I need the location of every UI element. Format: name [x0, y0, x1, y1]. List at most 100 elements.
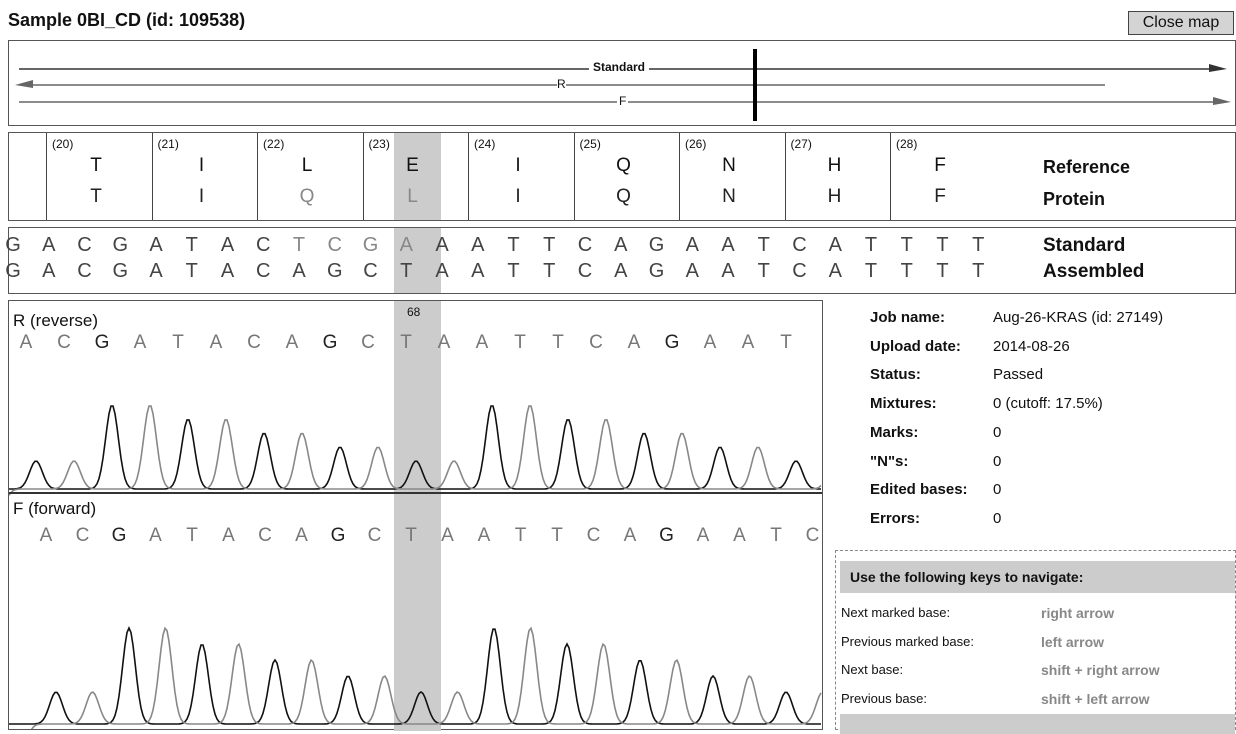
base: T: [859, 234, 883, 257]
codon-divider: [46, 133, 47, 220]
info-value: 0 (cutoff: 17.5%): [993, 395, 1103, 412]
base: T: [895, 234, 919, 257]
codon-divider: [257, 133, 258, 220]
protein-aa: T: [76, 186, 116, 208]
trace-base: T: [512, 332, 528, 354]
base: A: [216, 234, 240, 257]
trace-base: T: [398, 332, 414, 354]
base: T: [537, 234, 561, 257]
protein-aa: H: [815, 186, 855, 208]
base: A: [144, 234, 168, 257]
base: G: [108, 260, 132, 283]
base: A: [716, 260, 740, 283]
base: G: [1, 234, 25, 257]
trace-base: T: [170, 332, 186, 354]
reference-aa: E: [393, 155, 433, 177]
codon-number: (25): [580, 137, 601, 151]
key-label: Previous base:: [841, 691, 927, 706]
map-panel: Standard R F: [8, 40, 1236, 126]
base: A: [680, 260, 704, 283]
key-value: shift + right arrow: [1041, 662, 1160, 678]
trace-base: A: [732, 525, 748, 547]
position: 68: [407, 305, 420, 319]
divider: [9, 492, 822, 494]
base: T: [931, 260, 955, 283]
info-value: 0: [993, 510, 1001, 527]
base: G: [323, 260, 347, 283]
base: A: [287, 260, 311, 283]
base: C: [251, 234, 275, 257]
info-label: Status:: [870, 366, 921, 383]
info-label: Edited bases:: [870, 481, 968, 498]
codon-divider: [468, 133, 469, 220]
trace-base: C: [805, 525, 821, 547]
trace-label: R (reverse): [13, 311, 98, 331]
row-label: Reference: [1043, 157, 1130, 178]
row-label: Standard: [1043, 235, 1125, 257]
close-map-button[interactable]: Close map: [1128, 11, 1234, 35]
protein-aa: N: [709, 186, 749, 208]
trace-base: A: [474, 332, 490, 354]
base: C: [788, 234, 812, 257]
trace-base: T: [778, 332, 794, 354]
trace-base: C: [360, 332, 376, 354]
base: A: [37, 234, 61, 257]
codon-divider: [152, 133, 153, 220]
base: G: [645, 234, 669, 257]
trace-base: A: [221, 525, 237, 547]
key-label: Next base:: [841, 662, 903, 677]
key-value: shift + left arrow: [1041, 691, 1150, 707]
info-label: Errors:: [870, 510, 920, 527]
key-value: right arrow: [1041, 605, 1114, 621]
trace-base: T: [513, 525, 529, 547]
trace-base: G: [94, 332, 110, 354]
trace-base: A: [18, 332, 34, 354]
base: T: [537, 260, 561, 283]
trace-line: [9, 406, 821, 489]
trace-base: A: [148, 525, 164, 547]
protein-aa: Q: [604, 186, 644, 208]
base: T: [180, 260, 204, 283]
codon-divider: [785, 133, 786, 220]
base: C: [788, 260, 812, 283]
row-label: Assembled: [1043, 261, 1144, 283]
trace-base: G: [330, 525, 346, 547]
trace-base: G: [659, 525, 675, 547]
codon-divider: [574, 133, 575, 220]
base: A: [609, 234, 633, 257]
base: C: [573, 234, 597, 257]
trace-base: A: [294, 525, 310, 547]
base: C: [323, 234, 347, 257]
trace-base: C: [586, 525, 602, 547]
trace-base: A: [622, 525, 638, 547]
trace-base: C: [56, 332, 72, 354]
trace-base: C: [257, 525, 273, 547]
trace-base: C: [588, 332, 604, 354]
base: T: [180, 234, 204, 257]
key-value: left arrow: [1041, 634, 1104, 650]
base: A: [466, 234, 490, 257]
base: A: [609, 260, 633, 283]
base: C: [573, 260, 597, 283]
info-label: Mixtures:: [870, 395, 937, 412]
protein-aa: I: [182, 186, 222, 208]
base: T: [287, 234, 311, 257]
base: A: [823, 234, 847, 257]
protein-aa: Q: [287, 186, 327, 208]
trace-base: A: [626, 332, 642, 354]
base: G: [359, 234, 383, 257]
base: C: [73, 234, 97, 257]
reference-aa: Q: [604, 155, 644, 177]
trace-base: A: [436, 332, 452, 354]
info-label: Job name:: [870, 309, 945, 326]
trace-base: G: [664, 332, 680, 354]
base: T: [931, 234, 955, 257]
base: A: [430, 234, 454, 257]
codon-number: (27): [791, 137, 812, 151]
info-label: Upload date:: [870, 338, 961, 355]
base: A: [716, 234, 740, 257]
trace-base: C: [246, 332, 262, 354]
trace-base: T: [549, 525, 565, 547]
